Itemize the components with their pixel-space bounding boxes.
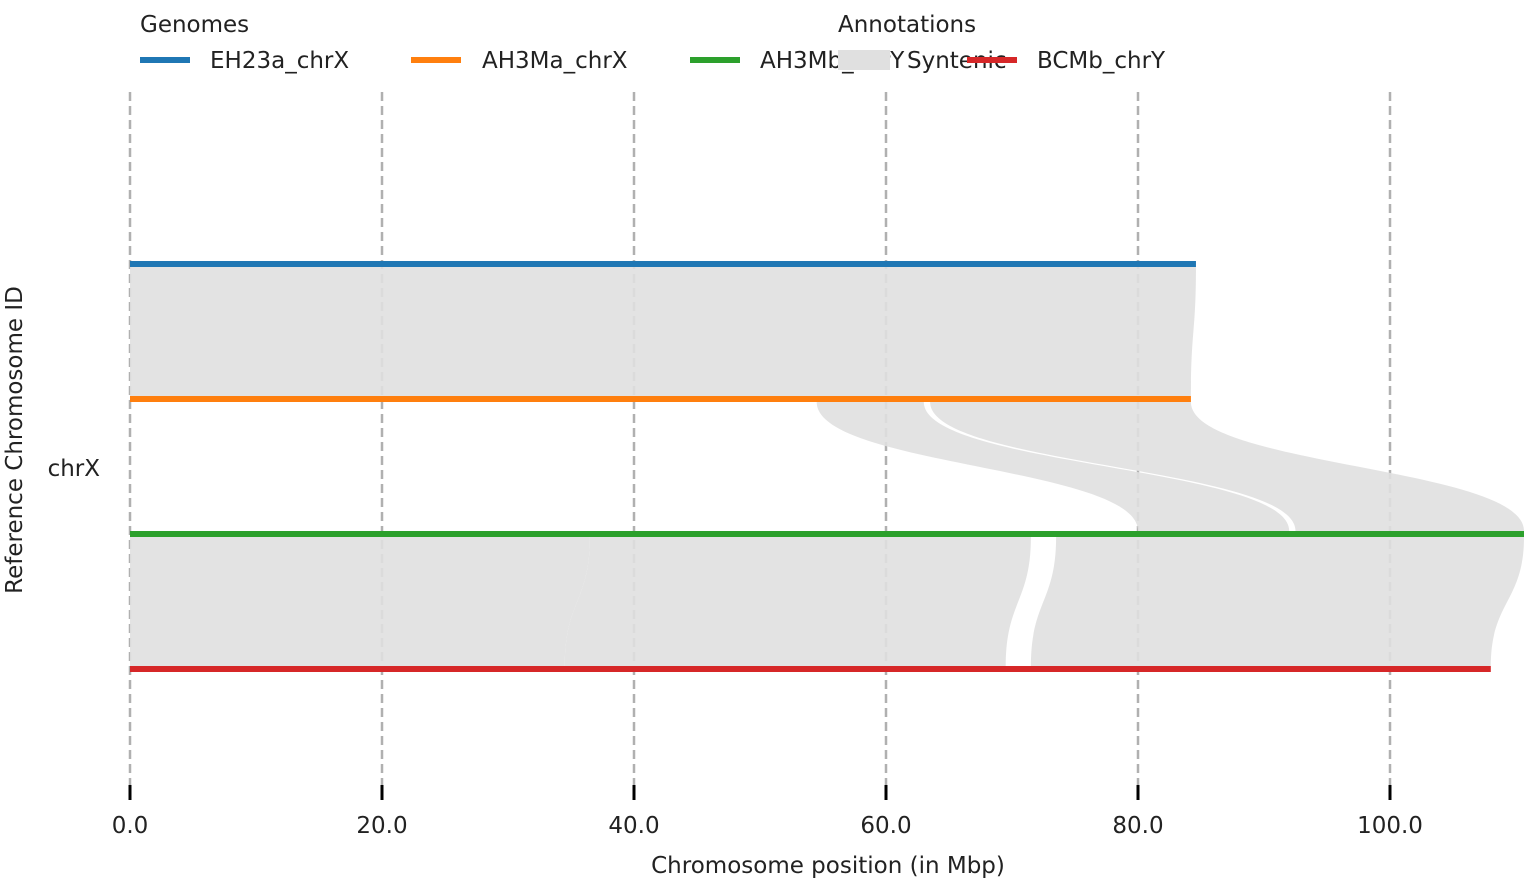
x-tick-label-4: 80.0	[1112, 813, 1163, 839]
syntenic-block-4	[564, 537, 1031, 666]
x-tick-label-2: 40.0	[608, 813, 659, 839]
chromosome-bars	[130, 261, 1524, 672]
legend-swatch-annotation-0	[838, 50, 890, 70]
x-tick-label-0: 0.0	[112, 813, 149, 839]
legend-entry-genome-1: AH3Ma_chrX	[482, 48, 628, 74]
legend: Genomes Annotations EH23a_chrX AH3Ma_chr…	[140, 12, 1166, 74]
x-tick-label-1: 20.0	[356, 813, 407, 839]
syntenic-block-0	[130, 267, 1196, 396]
legend-annotations-title: Annotations	[838, 12, 976, 38]
syntenic-block-3	[130, 537, 590, 666]
x-tick-label-5: 100.0	[1357, 813, 1423, 839]
syntenic-ribbons	[130, 267, 1524, 666]
x-axis-label: Chromosome position (in Mbp)	[651, 853, 1005, 879]
y-tick-label-reference: chrX	[48, 456, 101, 482]
syntenic-block-2	[930, 402, 1524, 531]
legend-entry-genome-0: EH23a_chrX	[210, 48, 349, 74]
legend-entry-genome-3: BCMb_chrY	[1037, 48, 1166, 74]
y-axis-label: Reference Chromosome ID	[2, 286, 28, 594]
x-tick-label-3: 60.0	[860, 813, 911, 839]
x-axis: 0.0 20.0 40.0 60.0 80.0 100.0	[112, 785, 1423, 839]
legend-genomes-title: Genomes	[140, 12, 249, 38]
syntenic-block-5	[1030, 537, 1524, 666]
syntenic-block-1	[816, 402, 1290, 531]
